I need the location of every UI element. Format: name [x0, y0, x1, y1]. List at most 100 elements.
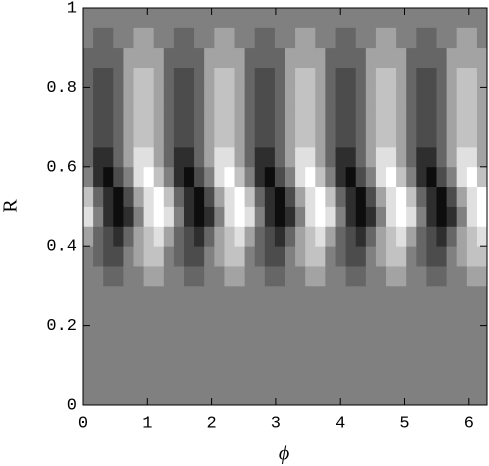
contour-cell: [365, 146, 377, 168]
contour-cell: [325, 47, 336, 68]
contour-cell: [254, 47, 266, 68]
contour-cell: [123, 27, 134, 49]
contour-cell: [274, 146, 286, 168]
contour-cell: [436, 127, 447, 148]
contour-cell: [254, 146, 266, 168]
contour-cell: [285, 67, 296, 88]
contour-cell: [163, 226, 175, 247]
contour-cell: [345, 166, 357, 188]
contour-cell: [355, 206, 367, 227]
contour-cell: [204, 226, 215, 247]
contour-cell: [335, 186, 347, 207]
contour-cell: [375, 266, 387, 287]
contour-cell: [436, 67, 447, 88]
contour-cell: [274, 246, 286, 267]
contour-cell: [416, 127, 427, 148]
contour-cell: [83, 226, 94, 247]
contour-cell: [244, 47, 256, 68]
contour-cell: [285, 146, 296, 168]
contour-cell: [133, 146, 145, 168]
contour-cell: [305, 127, 316, 148]
contour-cell: [285, 186, 296, 207]
contour-cell: [163, 47, 175, 68]
contour-cell: [285, 206, 296, 227]
contour-cell: [103, 246, 114, 267]
contour-cell: [143, 107, 155, 128]
contour-cell: [456, 27, 468, 49]
contour-cell: [345, 127, 357, 148]
contour-cell: [406, 67, 417, 88]
contour-cell: [386, 246, 397, 267]
contour-cell: [345, 266, 357, 287]
contour-cell: [355, 107, 367, 128]
contour-cell: [416, 146, 427, 168]
contour-cell: [355, 226, 367, 247]
contour-cell: [476, 27, 488, 49]
contour-cell: [295, 27, 306, 49]
contour-cell: [406, 107, 417, 128]
contour-cell: [446, 246, 458, 267]
contour-cell: [436, 27, 447, 49]
contour-cell: [173, 146, 185, 168]
contour-cell: [234, 27, 246, 49]
contour-cell: [416, 166, 427, 188]
contour-cell: [456, 87, 468, 108]
contour-cell: [234, 67, 246, 88]
contour-cell: [244, 266, 256, 287]
contour-cell: [456, 166, 468, 188]
contour-cell: [173, 67, 185, 88]
contour-cell: [214, 107, 225, 128]
contour-cell: [173, 186, 185, 207]
contour-cell: [305, 166, 316, 188]
contour-cell: [335, 47, 347, 68]
contour-cell: [466, 87, 478, 108]
contour-cell: [244, 87, 256, 108]
contour-cell: [285, 127, 296, 148]
contour-cell: [224, 47, 235, 68]
contour-cell: [406, 246, 417, 267]
contour-cell: [406, 146, 417, 168]
contour-cell: [325, 146, 336, 168]
x-tick-label: 0: [78, 414, 88, 433]
contour-cell: [446, 67, 458, 88]
contour-cell: [143, 266, 155, 287]
contour-cell: [143, 27, 155, 49]
contour-cell: [375, 67, 387, 88]
contour-cell: [466, 166, 478, 188]
contour-cell: [93, 206, 104, 227]
contour-cell: [103, 87, 114, 108]
contour-cell: [416, 206, 427, 227]
contour-cell: [305, 246, 316, 267]
y-tick-label: 1: [67, 0, 77, 18]
contour-cell: [416, 246, 427, 267]
contour-cell: [224, 226, 235, 247]
contour-cell: [194, 107, 205, 128]
contour-cell: [204, 166, 215, 188]
contour-cell: [446, 127, 458, 148]
contour-cell: [254, 127, 266, 148]
x-tick-label: 1: [142, 414, 152, 433]
contour-cell: [173, 87, 185, 108]
contour-cell: [285, 27, 296, 49]
contour-cell: [406, 47, 417, 68]
contour-cell: [93, 146, 104, 168]
contour-cell: [466, 266, 478, 287]
contour-cell: [446, 186, 458, 207]
contour-cell: [446, 206, 458, 227]
contour-cell: [264, 266, 276, 287]
contour-cell: [143, 127, 155, 148]
contour-cell: [163, 266, 175, 287]
contour-cell: [224, 206, 235, 227]
contour-cell: [295, 127, 306, 148]
contour-cell: [345, 67, 357, 88]
contour-cell: [365, 87, 377, 108]
contour-cell: [163, 206, 175, 227]
contour-cell: [234, 146, 246, 168]
contour-cell: [295, 67, 306, 88]
contour-cell: [133, 166, 145, 188]
contour-cell: [103, 266, 114, 287]
contour-cell: [345, 47, 357, 68]
contour-cell: [153, 226, 165, 247]
contour-cell: [345, 87, 357, 108]
contour-cell: [315, 226, 326, 247]
